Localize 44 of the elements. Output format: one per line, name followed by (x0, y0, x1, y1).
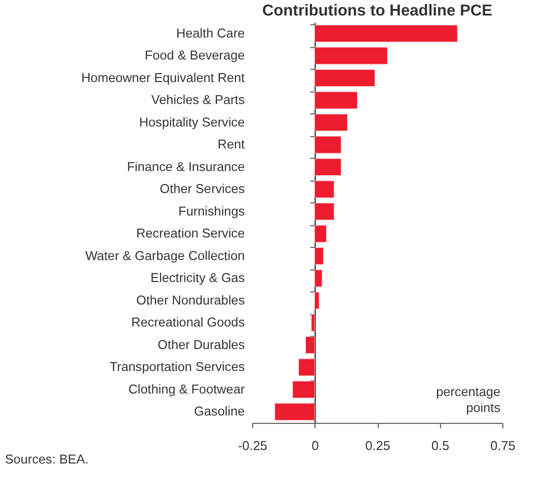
bar (314, 292, 320, 310)
y-tick-label: Electricity & Gas (150, 270, 245, 286)
bar (314, 92, 358, 109)
y-tick-label: Furnishings (178, 203, 245, 218)
bar (298, 358, 315, 376)
x-tick-label: -0.25 (238, 438, 268, 454)
y-tick-label: Homeowner Equivalent Rent (81, 70, 246, 85)
y-tick-label: Finance & Insurance (126, 158, 245, 174)
bar (314, 158, 342, 176)
y-tick-label: Recreational Goods (131, 314, 245, 330)
y-tick-label: Gasoline (194, 404, 245, 419)
y-tick-label: Other Durables (158, 336, 245, 352)
bar (314, 225, 326, 242)
y-tick-label: Recreation Service (136, 226, 245, 241)
x-tick-label: 0.5 (431, 438, 450, 454)
bar (314, 247, 324, 265)
y-tick-label: Hospitality Service (139, 114, 245, 130)
y-tick-label: Health Care (176, 25, 245, 40)
y-tick-label: Clothing & Footwear (128, 381, 246, 396)
bar (274, 403, 315, 420)
chart-title: Contributions to Headline PCE (262, 2, 492, 20)
x-tick-label: 0 (312, 438, 319, 454)
source-note: Sources: BEA. (4, 451, 88, 466)
y-tick-label: Food & Beverage (144, 48, 245, 63)
bar (311, 314, 315, 332)
bar (314, 114, 348, 132)
x-axis-title: percentage points (436, 384, 500, 416)
bar (314, 270, 322, 287)
y-tick-label: Other Services (160, 181, 245, 196)
bar (314, 24, 458, 42)
y-tick-label: Rent (218, 136, 246, 152)
y-tick-label: Vehicles & Parts (151, 92, 245, 108)
y-tick-label: Transportation Services (110, 359, 245, 374)
bar (314, 136, 342, 154)
bar (314, 47, 388, 64)
y-tick-label: Water & Garbage Collection (85, 248, 245, 263)
y-tick-label: Other Nondurables (136, 292, 245, 308)
x-tick-label: 0.75 (490, 438, 516, 454)
x-tick-label: 0.25 (365, 438, 390, 454)
bar (314, 180, 334, 198)
bar (305, 336, 315, 354)
bar (314, 202, 334, 220)
bar (292, 380, 315, 398)
bar (314, 69, 376, 87)
